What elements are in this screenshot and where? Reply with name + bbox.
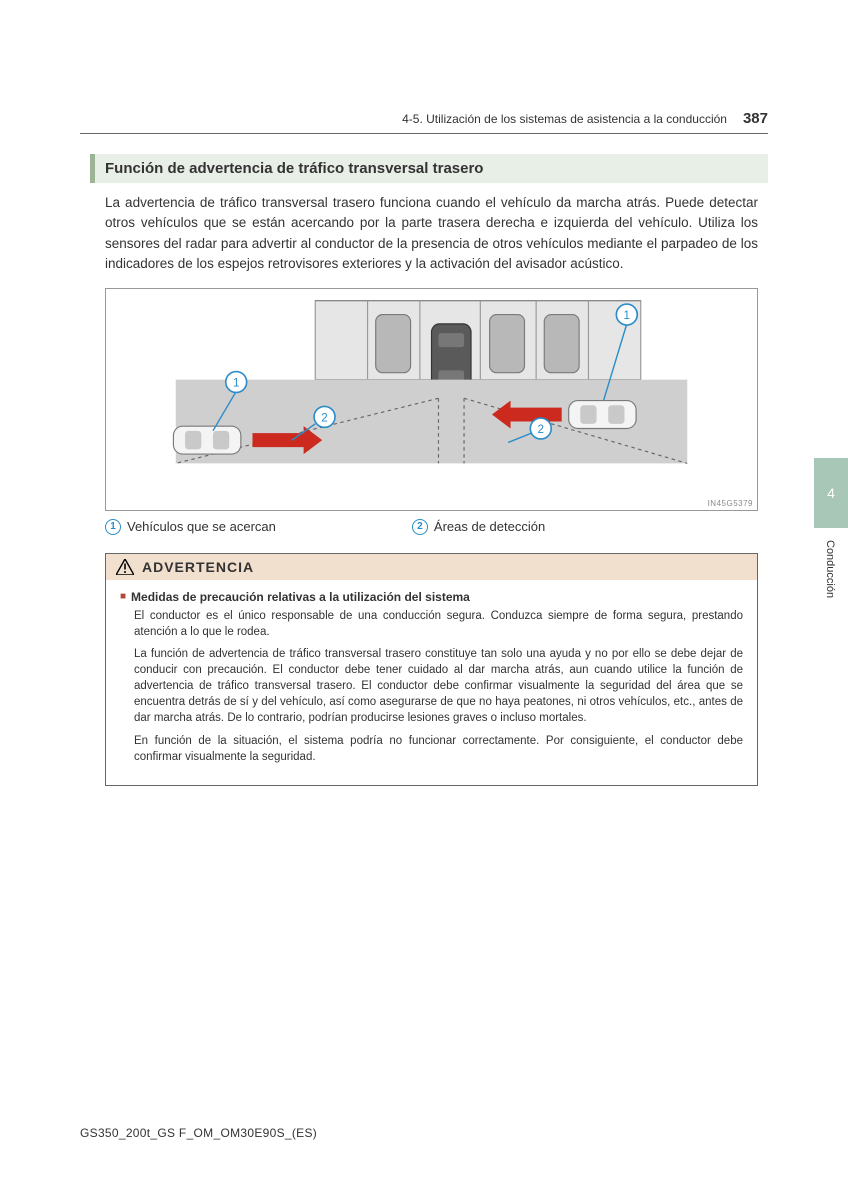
rcta-diagram: 1 1 2 2 IN45G5379 — [105, 288, 758, 511]
body-paragraph: La advertencia de tráfico transversal tr… — [105, 193, 758, 274]
chapter-label: Conducción — [824, 540, 836, 598]
legend-text-1: Vehículos que se acercan — [127, 519, 276, 534]
bullet-icon: ■ — [120, 590, 126, 604]
page-number: 387 — [743, 110, 768, 127]
header-rule — [80, 133, 768, 134]
warning-subtitle: Medidas de precaución relativas a la uti… — [131, 590, 470, 604]
diagram-svg: 1 1 2 2 — [106, 289, 757, 510]
legend-marker-1: 1 — [105, 519, 121, 535]
diagram-code: IN45G5379 — [708, 499, 753, 508]
warning-title: ADVERTENCIA — [142, 559, 254, 575]
svg-text:2: 2 — [321, 412, 327, 425]
warning-paragraph: La función de advertencia de tráfico tra… — [134, 646, 743, 726]
chapter-tab: 4 — [814, 458, 848, 528]
warning-paragraph: El conductor es el único responsable de … — [134, 608, 743, 640]
warning-box: ADVERTENCIA ■ Medidas de precaución rela… — [105, 553, 758, 786]
svg-text:2: 2 — [538, 423, 544, 436]
warning-header: ADVERTENCIA — [106, 554, 757, 580]
warning-paragraph: En función de la situación, el sistema p… — [134, 733, 743, 765]
diagram-legend: 1 Vehículos que se acercan 2 Áreas de de… — [105, 519, 758, 535]
section-heading: Función de advertencia de tráfico transv… — [90, 154, 768, 183]
svg-text:1: 1 — [233, 377, 239, 390]
section-path: 4-5. Utilización de los sistemas de asis… — [402, 112, 727, 126]
svg-text:1: 1 — [624, 309, 630, 322]
warning-icon — [116, 559, 134, 575]
footer-doc-code: GS350_200t_GS F_OM_OM30E90S_(ES) — [80, 1126, 317, 1140]
legend-text-2: Áreas de detección — [434, 519, 545, 534]
legend-marker-2: 2 — [412, 519, 428, 535]
